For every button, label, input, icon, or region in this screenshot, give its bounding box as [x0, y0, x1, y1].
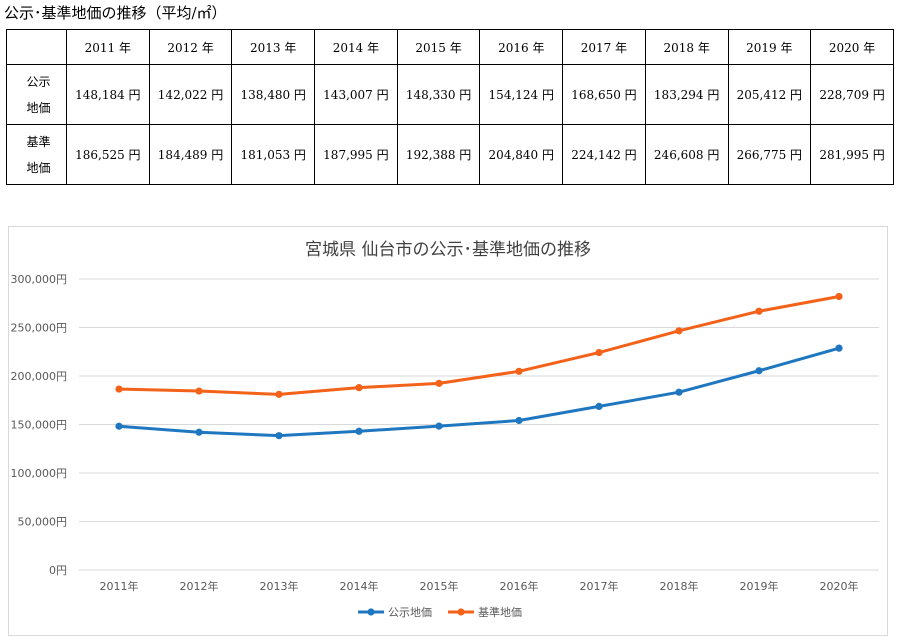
y-tick-label: 250,000円: [11, 322, 68, 335]
data-point: [595, 348, 603, 357]
year-header: 2017 年: [562, 29, 646, 65]
legend-label: 公示地価: [388, 606, 432, 619]
data-point: [835, 292, 843, 301]
x-tick-label: 2019年: [740, 579, 779, 593]
y-tick-label: 50,000円: [18, 516, 68, 529]
land-price-table: 2011 年 2012 年 2013 年 2014 年 2015 年 2016 …: [6, 29, 894, 185]
series-line-0: [117, 346, 841, 438]
data-point: [355, 427, 363, 435]
x-tick-label: 2017年: [580, 579, 619, 593]
row-label-top: 公示: [26, 74, 51, 89]
year-header: 2011 年: [66, 29, 150, 65]
table-cell: 143,007 円: [314, 64, 398, 125]
chart-series: [115, 292, 843, 440]
x-tick-label: 2018年: [660, 579, 699, 593]
chart-frame: 宮城県 仙台市の公示･基準地価の推移 0円 50,000円 100,000円 150,…: [8, 226, 888, 636]
x-tick-label: 2015年: [420, 579, 459, 593]
y-tick-label: 200,000円: [11, 370, 68, 383]
x-tick-label: 2011年: [100, 579, 139, 593]
table-cell: 148,184 円: [66, 64, 150, 125]
x-tick-label: 2016年: [500, 579, 539, 593]
year-header: 2018 年: [644, 29, 729, 65]
table-cell: 186,525 円: [66, 124, 150, 185]
data-point: [435, 422, 443, 430]
year-header: 2014 年: [314, 29, 398, 65]
x-tick-label: 2020年: [820, 579, 859, 593]
x-tick-label: 2013年: [260, 579, 299, 593]
table-cell: 205,412 円: [727, 64, 812, 125]
table-cell: 281,995 円: [810, 124, 894, 185]
data-point: [195, 387, 203, 395]
table-cell: 187,995 円: [314, 124, 398, 185]
table-cell: 224,142 円: [562, 124, 646, 185]
table-cell: 204,840 円: [479, 124, 564, 185]
legend-marker: [367, 608, 375, 616]
data-point: [515, 416, 523, 425]
y-tick-label: 300,000円: [11, 273, 68, 286]
table-cell: 181,053 円: [231, 124, 316, 185]
data-point: [275, 390, 283, 398]
data-point: [355, 384, 363, 392]
table-cell: 192,388 円: [396, 124, 481, 185]
legend-marker: [457, 608, 465, 616]
year-header: 2020 年: [810, 29, 894, 65]
table-cell: 138,480 円: [231, 64, 316, 125]
row-label-bottom: 地価: [26, 160, 51, 175]
year-header: 2012 年: [148, 29, 233, 65]
table-cell: 246,608 円: [644, 124, 729, 185]
data-point: [755, 307, 763, 315]
table-cell: 228,709 円: [810, 64, 894, 125]
legend-label: 基準地価: [478, 605, 522, 619]
data-point: [195, 428, 203, 436]
data-point: [115, 422, 123, 430]
table-row: 公示地価 148,184 円 142,022 円 138,480 円 143,0…: [6, 64, 894, 125]
data-point: [675, 327, 683, 335]
table-row: 基準地価 186,525 円 184,489 円 181,053 円 187,9…: [6, 124, 894, 185]
year-header: 2016 年: [479, 29, 564, 65]
x-tick-label: 2012年: [180, 579, 219, 593]
table-cell: 183,294 円: [644, 64, 729, 125]
row-label-bottom: 地価: [26, 100, 51, 115]
row-label: 基準 地価: [6, 124, 67, 185]
table-cell: 168,650 円: [562, 64, 646, 125]
data-point: [675, 388, 683, 396]
data-point: [435, 379, 443, 387]
chart-legend: 公示地価 基準地価: [358, 605, 522, 619]
row-label: 公示 地価: [6, 64, 67, 125]
series-line-1: [117, 294, 841, 396]
data-point: [515, 367, 523, 375]
year-header: 2013 年: [231, 29, 316, 65]
table-caption: 公示･基準地価の推移（平均/㎡）: [4, 4, 227, 22]
table-cell: 148,330 円: [396, 64, 481, 125]
table-cell: 266,775 円: [727, 124, 812, 185]
row-label-top: 基準: [26, 134, 51, 149]
land-price-line-chart: 宮城県 仙台市の公示･基準地価の推移 0円 50,000円 100,000円 150,…: [11, 240, 879, 619]
y-tick-label: 150,000円: [11, 419, 68, 432]
year-header: 2019 年: [727, 29, 812, 65]
data-point: [755, 367, 763, 375]
data-point: [835, 344, 843, 352]
table-corner-cell: [6, 29, 67, 65]
chart-title: 宮城県 仙台市の公示･基準地価の推移: [305, 240, 591, 260]
y-tick-label: 100,000円: [11, 467, 68, 480]
y-axis-ticks: 0円 50,000円 100,000円 150,000円 200,000円 250,000…: [11, 273, 68, 577]
y-tick-label: 0円: [49, 564, 67, 577]
year-header: 2015 年: [396, 29, 481, 65]
x-axis-ticks: 2011年 2012年 2013年 2014年 2015年 2016年 2017年 2018年…: [100, 579, 859, 593]
x-tick-label: 2014年: [340, 579, 379, 593]
table-header-row: 2011 年 2012 年 2013 年 2014 年 2015 年 2016 …: [6, 29, 894, 65]
data-point: [115, 385, 123, 393]
data-point: [595, 402, 603, 411]
table-cell: 154,124 円: [479, 64, 564, 125]
table-cell: 184,489 円: [148, 124, 233, 185]
table-cell: 142,022 円: [148, 64, 233, 125]
data-point: [275, 432, 283, 440]
